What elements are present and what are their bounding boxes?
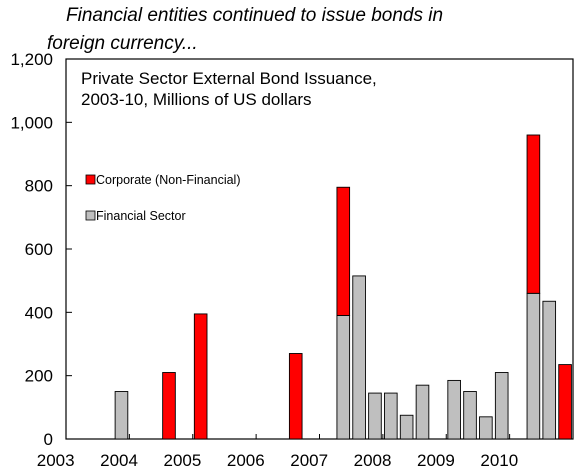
bar-financial-sector	[352, 275, 366, 440]
x-tick-label: 2007	[290, 451, 328, 470]
bar-financial-sector	[384, 392, 398, 440]
chart-title: Private Sector External Bond Issuance,	[81, 69, 377, 88]
y-tick-label: 0	[44, 430, 53, 449]
bar-financial-sector	[399, 414, 414, 440]
y-axis: 0 200 400 600 800 1,000 1,200	[10, 50, 72, 449]
bar-corporate-non-financial	[558, 364, 572, 440]
y-tick-label: 800	[25, 177, 53, 196]
bar-financial-sector	[542, 300, 557, 440]
bars-layer	[114, 134, 572, 440]
x-tick-label: 2010	[480, 451, 518, 470]
bar-corporate-non-financial	[336, 186, 351, 316]
chart-heading-line1: Financial entities continued to issue bo…	[66, 5, 443, 26]
bar-corporate-non-financial	[288, 353, 303, 440]
x-tick-label: 2006	[227, 451, 265, 470]
x-axis: 2003 2004 2005 2006 2007 2008 2009 2010	[37, 434, 574, 470]
bar-corporate-non-financial	[162, 372, 176, 440]
bar-financial-sector	[368, 392, 382, 440]
bar-financial-sector	[415, 384, 430, 440]
y-tick-label: 600	[25, 240, 53, 259]
y-tick-label: 1,000	[10, 113, 53, 132]
x-tick-label: 2005	[164, 451, 202, 470]
y-tick-label: 1,200	[10, 50, 53, 69]
legend-swatch-financial	[85, 210, 96, 221]
chart-heading-line2: foreign currency...	[47, 33, 198, 54]
plot-area-frame	[65, 58, 574, 440]
legend-swatch-corporate	[85, 174, 96, 185]
x-tick-label: 2004	[100, 451, 138, 470]
legend: Corporate (Non-Financial) Financial Sect…	[85, 173, 241, 223]
legend-label-corporate: Corporate (Non-Financial)	[96, 173, 241, 187]
legend-label-financial: Financial Sector	[96, 209, 186, 223]
x-tick-label: 2009	[417, 451, 455, 470]
bar-financial-sector	[463, 391, 477, 440]
bar-corporate-non-financial	[193, 313, 208, 440]
bar-financial-sector	[526, 292, 541, 440]
bar-financial-sector	[336, 315, 351, 440]
x-tick-label: 2008	[354, 451, 392, 470]
bar-corporate-non-financial	[526, 134, 541, 294]
chart-subtitle: 2003-10, Millions of US dollars	[81, 90, 312, 109]
bar-financial-sector	[114, 391, 129, 440]
bar-financial-sector	[494, 372, 509, 440]
y-tick-label: 400	[25, 303, 53, 322]
bar-financial-sector	[447, 379, 461, 440]
y-tick-label: 200	[25, 367, 53, 386]
x-tick-label: 2003	[37, 451, 75, 470]
bar-financial-sector	[479, 416, 493, 440]
